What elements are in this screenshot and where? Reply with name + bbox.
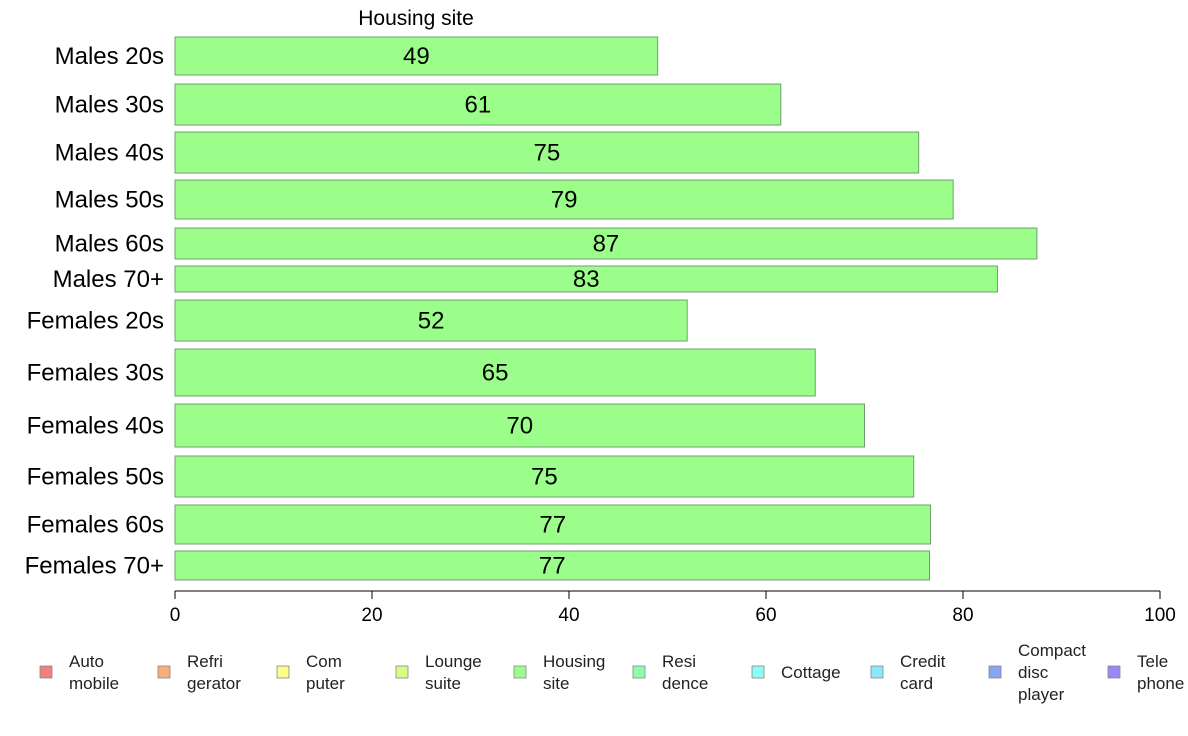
legend-label: Refri gerator <box>187 652 241 693</box>
bar <box>174 550 931 581</box>
category-label: Females 50s <box>27 464 164 491</box>
category-label: Females 20s <box>27 308 164 335</box>
category-label: Females 40s <box>27 413 164 440</box>
bar <box>174 179 954 220</box>
legend-label: Lounge suite <box>425 652 482 693</box>
data-label: 75 <box>531 464 558 491</box>
category-label: Males 40s <box>55 140 164 167</box>
legend-swatch <box>870 665 884 679</box>
bars-group: Males 20s 49 Males 30s 61 Males 40s 75 Males 5… <box>25 36 1038 581</box>
legend-swatch <box>751 665 765 679</box>
category-label: Males 30s <box>55 92 164 119</box>
bar <box>174 455 915 498</box>
legend-label: Housing site <box>543 652 605 693</box>
category-label: Males 60s <box>55 231 164 258</box>
data-label: 52 <box>418 308 445 335</box>
bar <box>174 83 782 126</box>
bar <box>174 299 688 342</box>
category-label: Males 70+ <box>53 266 164 293</box>
x-tick-label: 40 <box>558 605 579 626</box>
category-label: Females 30s <box>27 360 164 387</box>
legend-swatch <box>988 665 1002 679</box>
legend-swatch <box>39 665 53 679</box>
bar <box>174 131 920 174</box>
data-label: 77 <box>539 553 566 580</box>
bar <box>174 348 816 397</box>
x-tick-label: 80 <box>952 605 973 626</box>
bar <box>174 227 1038 260</box>
legend: Auto mobile Refri gerator Com puter Lounge suit… <box>39 641 1184 704</box>
x-tick-label: 100 <box>1144 605 1176 626</box>
chart-title: Housing site <box>358 7 474 30</box>
data-label: 75 <box>533 140 560 167</box>
legend-swatch <box>513 665 527 679</box>
x-tick-label: 60 <box>755 605 776 626</box>
data-label: 87 <box>593 231 620 258</box>
data-label: 70 <box>506 413 533 440</box>
x-tick-label: 20 <box>361 605 382 626</box>
data-label: 77 <box>539 512 566 539</box>
category-label: Males 50s <box>55 187 164 214</box>
bar <box>174 36 659 76</box>
x-tick-label: 0 <box>170 605 181 626</box>
legend-label: Com puter <box>306 652 345 693</box>
category-label: Females 60s <box>27 512 164 539</box>
legend-swatch <box>1107 665 1121 679</box>
legend-swatch <box>395 665 409 679</box>
bar <box>174 504 931 545</box>
legend-label: Cottage <box>781 663 841 682</box>
category-label: Males 20s <box>55 43 164 70</box>
category-label: Females 70+ <box>25 553 164 580</box>
data-label: 83 <box>573 266 600 293</box>
data-label: 79 <box>551 187 578 214</box>
bar <box>174 403 865 448</box>
legend-swatch <box>632 665 646 679</box>
legend-label: Credit card <box>900 652 946 693</box>
data-label: 61 <box>465 92 492 119</box>
legend-swatch <box>157 665 171 679</box>
legend-swatch <box>276 665 290 679</box>
legend-label: Compact disc player <box>1018 641 1086 704</box>
x-axis: 0 20 40 60 80 100 <box>170 590 1176 626</box>
legend-label: Tele phone <box>1137 652 1184 693</box>
data-label: 65 <box>482 360 509 387</box>
data-label: 49 <box>403 43 430 70</box>
bar <box>174 265 998 293</box>
legend-label: Auto mobile <box>69 652 119 693</box>
legend-label: Resi dence <box>662 652 708 693</box>
